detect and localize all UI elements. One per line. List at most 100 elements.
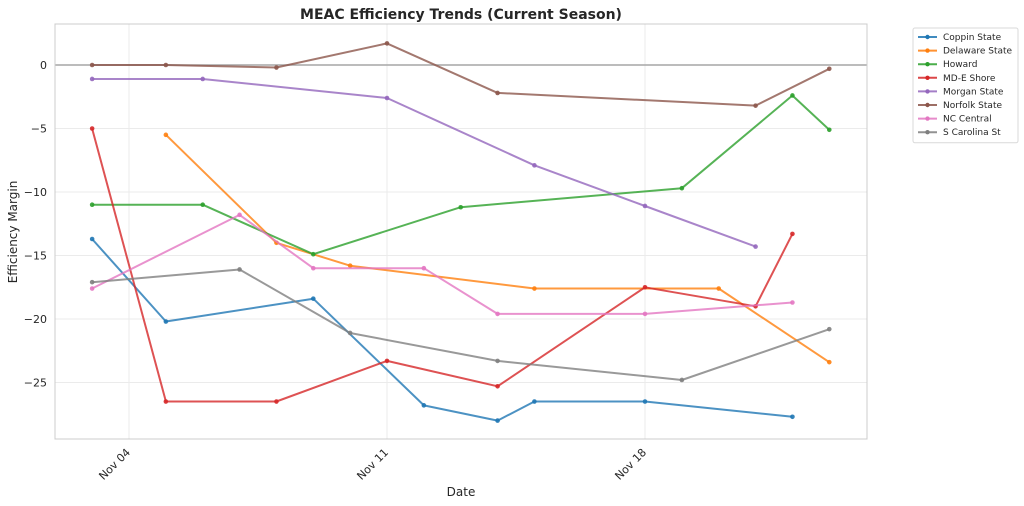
data-point: [642, 284, 648, 290]
legend-item: Howard: [918, 60, 977, 70]
series-norfolk-state: [89, 41, 832, 108]
data-point: [790, 231, 795, 237]
data-point: [826, 359, 832, 365]
data-point: [679, 377, 685, 383]
data-point: [753, 103, 758, 108]
data-point: [495, 311, 500, 317]
plot-frame: [54, 23, 868, 440]
series-line: [91, 238, 793, 422]
data-point: [89, 279, 95, 285]
legend-label: Delaware State: [943, 47, 1013, 57]
legend-item: S Carolina St: [918, 128, 1001, 138]
y-tick-label: −10: [24, 186, 47, 199]
data-point: [495, 90, 500, 96]
data-point: [200, 202, 206, 207]
data-point: [310, 251, 316, 257]
data-point: [679, 185, 685, 191]
data-point: [532, 163, 537, 168]
legend-label: Howard: [943, 60, 977, 70]
legend-item: MD-E Shore: [918, 74, 996, 84]
legend-label: S Carolina St: [943, 128, 1001, 138]
data-point: [790, 93, 795, 98]
data-point: [384, 95, 390, 101]
y-axis-label: Efficiency Margin: [6, 181, 20, 284]
data-point: [826, 66, 832, 72]
legend-label: Norfolk State: [943, 101, 1002, 111]
data-point: [274, 399, 279, 404]
legend-label: Morgan State: [943, 87, 1004, 97]
data-point: [89, 126, 95, 131]
legend-marker: [925, 75, 930, 81]
legend-item: Norfolk State: [918, 101, 1002, 111]
legend-marker: [925, 48, 930, 53]
data-point: [642, 203, 648, 209]
data-point: [642, 311, 648, 317]
legend-marker: [925, 116, 930, 121]
y-tick-label: 0: [40, 59, 47, 72]
data-point: [347, 330, 353, 336]
y-tick-label: −25: [24, 377, 47, 390]
series-coppin-state: [89, 236, 795, 423]
legend-marker: [925, 34, 930, 40]
x-axis-label: Date: [447, 485, 476, 499]
data-point: [347, 263, 353, 268]
data-point: [89, 62, 95, 68]
series-s-carolina-st: [89, 267, 832, 383]
data-point: [532, 399, 537, 404]
data-point: [163, 62, 169, 68]
data-point: [163, 319, 169, 324]
data-point: [421, 265, 427, 271]
y-tick-label: −5: [31, 123, 47, 136]
x-tick-label: Nov 11: [354, 446, 391, 483]
data-point: [532, 286, 537, 291]
data-point: [384, 41, 390, 46]
data-point: [89, 286, 95, 291]
data-point: [495, 418, 500, 423]
legend-label: MD-E Shore: [943, 74, 996, 84]
data-point: [826, 326, 832, 332]
data-point: [89, 202, 95, 207]
data-point: [384, 358, 390, 364]
data-point: [163, 132, 169, 138]
series-line: [92, 78, 756, 248]
x-axis-ticks: Nov 04 Nov 11 Nov 18: [96, 446, 649, 483]
data-point: [274, 65, 279, 70]
y-tick-label: −15: [24, 250, 47, 263]
data-point: [310, 296, 316, 301]
legend-item: Delaware State: [918, 47, 1013, 57]
legend-item: Morgan State: [918, 87, 1004, 97]
data-point: [826, 127, 832, 133]
x-tick-label: Nov 04: [96, 446, 133, 483]
legend-box: [912, 27, 1019, 144]
legend-marker: [925, 102, 930, 108]
data-point: [642, 399, 648, 404]
data-point: [458, 204, 464, 210]
chart-title: MEAC Efficiency Trends (Current Season): [300, 7, 622, 23]
data-point: [89, 236, 95, 242]
data-point: [753, 244, 758, 249]
y-axis-ticks: 0 −5 −10 −15 −20 −25: [24, 59, 47, 390]
legend-item: NC Central: [918, 115, 992, 125]
plot-background: [55, 24, 867, 439]
data-point: [790, 414, 795, 420]
series-delaware-state: [163, 132, 832, 365]
legend: Coppin State Delaware State Howard MD-E Sho…: [912, 27, 1019, 144]
data-point: [200, 76, 206, 82]
legend-marker: [925, 89, 930, 94]
grid: [55, 24, 867, 439]
series-nc-central: [89, 212, 795, 317]
series-group: [89, 41, 832, 423]
data-point: [716, 286, 722, 291]
data-point: [163, 399, 169, 404]
series-md-e-shore: [89, 126, 795, 404]
series-morgan-state: [89, 76, 758, 249]
series-howard: [89, 93, 832, 257]
legend-label: NC Central: [943, 115, 992, 125]
data-point: [89, 76, 95, 82]
data-point: [495, 384, 500, 389]
data-point: [421, 403, 427, 408]
y-tick-label: −20: [24, 313, 47, 326]
legend-label: Coppin State: [943, 33, 1002, 43]
data-point: [237, 267, 242, 272]
